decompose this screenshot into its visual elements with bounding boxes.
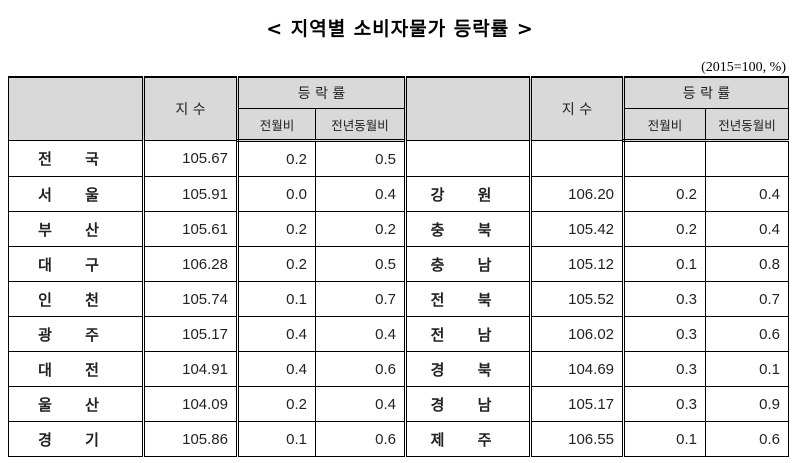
right-index-cell: 105.12 (529, 246, 625, 282)
left-index-cell: 105.61 (142, 211, 238, 247)
left-region-cell: 대 구 (8, 246, 144, 282)
left-index-cell: 104.91 (142, 351, 238, 387)
right-mom-cell: 0.1 (622, 246, 707, 282)
right-region-cell (404, 140, 532, 177)
table-row: 경 기 105.86 0.1 0.6 제 주 106.55 0.1 0.6 (8, 421, 790, 457)
table-row: 대 구 106.28 0.2 0.5 충 남 105.12 0.1 0.8 (8, 246, 790, 282)
table-row: 전 국 105.67 0.2 0.5 (8, 140, 790, 177)
left-region-cell: 전 국 (8, 140, 144, 177)
right-region-cell: 경 남 (404, 386, 532, 422)
left-yoy-cell: 0.7 (314, 281, 407, 317)
right-mom-cell (622, 140, 707, 177)
cpi-table: 지 수 등 락 률 지 수 등 락 률 전월비 전년동월비 전월비 전년동월비 … (8, 76, 790, 457)
left-mom-cell: 0.0 (236, 176, 316, 212)
right-yoy-cell: 0.9 (705, 386, 790, 422)
header-mom-left: 전월비 (236, 108, 316, 142)
header-index-left: 지 수 (142, 76, 238, 141)
right-yoy-cell: 0.6 (705, 421, 790, 457)
right-mom-cell: 0.3 (622, 316, 707, 352)
right-yoy-cell: 0.1 (705, 351, 790, 387)
left-yoy-cell: 0.4 (314, 316, 407, 352)
left-index-cell: 105.67 (142, 140, 238, 177)
header-yoy-right: 전년동월비 (705, 108, 790, 142)
left-mom-cell: 0.4 (236, 316, 316, 352)
left-yoy-cell: 0.4 (314, 386, 407, 422)
right-mom-cell: 0.2 (622, 176, 707, 212)
left-yoy-cell: 0.6 (314, 351, 407, 387)
right-yoy-cell: 0.7 (705, 281, 790, 317)
table-row: 인 천 105.74 0.1 0.7 전 북 105.52 0.3 0.7 (8, 281, 790, 317)
header-change-right: 등 락 률 (622, 76, 790, 109)
right-region-cell: 전 북 (404, 281, 532, 317)
right-index-cell (529, 140, 625, 177)
left-index-cell: 105.17 (142, 316, 238, 352)
right-yoy-cell (705, 140, 790, 177)
right-region-cell: 충 북 (404, 211, 532, 247)
page-title: < 지역별 소비자물가 등락률 > (266, 18, 534, 40)
right-yoy-cell: 0.8 (705, 246, 790, 282)
right-index-cell: 105.52 (529, 281, 625, 317)
left-index-cell: 106.28 (142, 246, 238, 282)
right-index-cell: 106.20 (529, 176, 625, 212)
right-index-cell: 104.69 (529, 351, 625, 387)
right-region-cell: 경 북 (404, 351, 532, 387)
table-row: 울 산 104.09 0.2 0.4 경 남 105.17 0.3 0.9 (8, 386, 790, 422)
left-yoy-cell: 0.6 (314, 421, 407, 457)
right-mom-cell: 0.1 (622, 421, 707, 457)
left-mom-cell: 0.1 (236, 421, 316, 457)
left-region-cell: 대 전 (8, 351, 144, 387)
table-row: 대 전 104.91 0.4 0.6 경 북 104.69 0.3 0.1 (8, 351, 790, 387)
right-region-cell: 제 주 (404, 421, 532, 457)
table-row: 광 주 105.17 0.4 0.4 전 남 106.02 0.3 0.6 (8, 316, 790, 352)
unit-note: (2015=100, %) (701, 60, 786, 75)
left-yoy-cell: 0.5 (314, 140, 407, 177)
left-yoy-cell: 0.2 (314, 211, 407, 247)
header-region-left (8, 76, 144, 141)
left-index-cell: 105.91 (142, 176, 238, 212)
left-region-cell: 서 울 (8, 176, 144, 212)
left-region-cell: 울 산 (8, 386, 144, 422)
header-yoy-left: 전년동월비 (314, 108, 407, 142)
left-mom-cell: 0.2 (236, 386, 316, 422)
header-change-left: 등 락 률 (235, 76, 407, 109)
left-region-cell: 인 천 (8, 281, 144, 317)
right-mom-cell: 0.3 (622, 386, 707, 422)
right-index-cell: 105.42 (529, 211, 625, 247)
header-mom-right: 전월비 (622, 108, 707, 142)
header-index-right: 지 수 (529, 76, 625, 141)
left-mom-cell: 0.2 (236, 211, 316, 247)
left-region-cell: 경 기 (8, 421, 144, 457)
left-mom-cell: 0.2 (236, 246, 316, 282)
table-row: 서 울 105.91 0.0 0.4 강 원 106.20 0.2 0.4 (8, 176, 790, 212)
right-mom-cell: 0.3 (622, 281, 707, 317)
left-mom-cell: 0.1 (236, 281, 316, 317)
right-mom-cell: 0.3 (622, 351, 707, 387)
right-index-cell: 106.55 (529, 421, 625, 457)
right-region-cell: 충 남 (404, 246, 532, 282)
right-yoy-cell: 0.4 (705, 211, 790, 247)
left-region-cell: 부 산 (8, 211, 144, 247)
table-row: 부 산 105.61 0.2 0.2 충 북 105.42 0.2 0.4 (8, 211, 790, 247)
right-mom-cell: 0.2 (622, 211, 707, 247)
right-index-cell: 105.17 (529, 386, 625, 422)
right-region-cell: 전 남 (404, 316, 532, 352)
left-yoy-cell: 0.4 (314, 176, 407, 212)
right-yoy-cell: 0.4 (705, 176, 790, 212)
left-mom-cell: 0.2 (236, 140, 316, 177)
right-region-cell: 강 원 (404, 176, 532, 212)
left-index-cell: 104.09 (142, 386, 238, 422)
left-region-cell: 광 주 (8, 316, 144, 352)
left-yoy-cell: 0.5 (314, 246, 407, 282)
header-region-right (404, 76, 532, 141)
left-index-cell: 105.86 (142, 421, 238, 457)
right-index-cell: 106.02 (529, 316, 625, 352)
left-index-cell: 105.74 (142, 281, 238, 317)
left-mom-cell: 0.4 (236, 351, 316, 387)
right-yoy-cell: 0.6 (705, 316, 790, 352)
